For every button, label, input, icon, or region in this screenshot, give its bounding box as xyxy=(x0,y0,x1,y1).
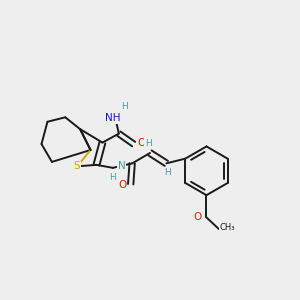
Text: H: H xyxy=(164,168,171,177)
Text: H: H xyxy=(122,102,128,111)
Text: H: H xyxy=(145,139,152,148)
Text: O: O xyxy=(194,212,202,223)
Text: N: N xyxy=(118,161,126,171)
Text: CH₃: CH₃ xyxy=(220,224,235,232)
Text: O: O xyxy=(118,180,127,190)
Text: S: S xyxy=(74,161,80,171)
Text: NH: NH xyxy=(105,113,121,123)
Text: O: O xyxy=(137,138,145,148)
Text: H: H xyxy=(110,173,116,182)
